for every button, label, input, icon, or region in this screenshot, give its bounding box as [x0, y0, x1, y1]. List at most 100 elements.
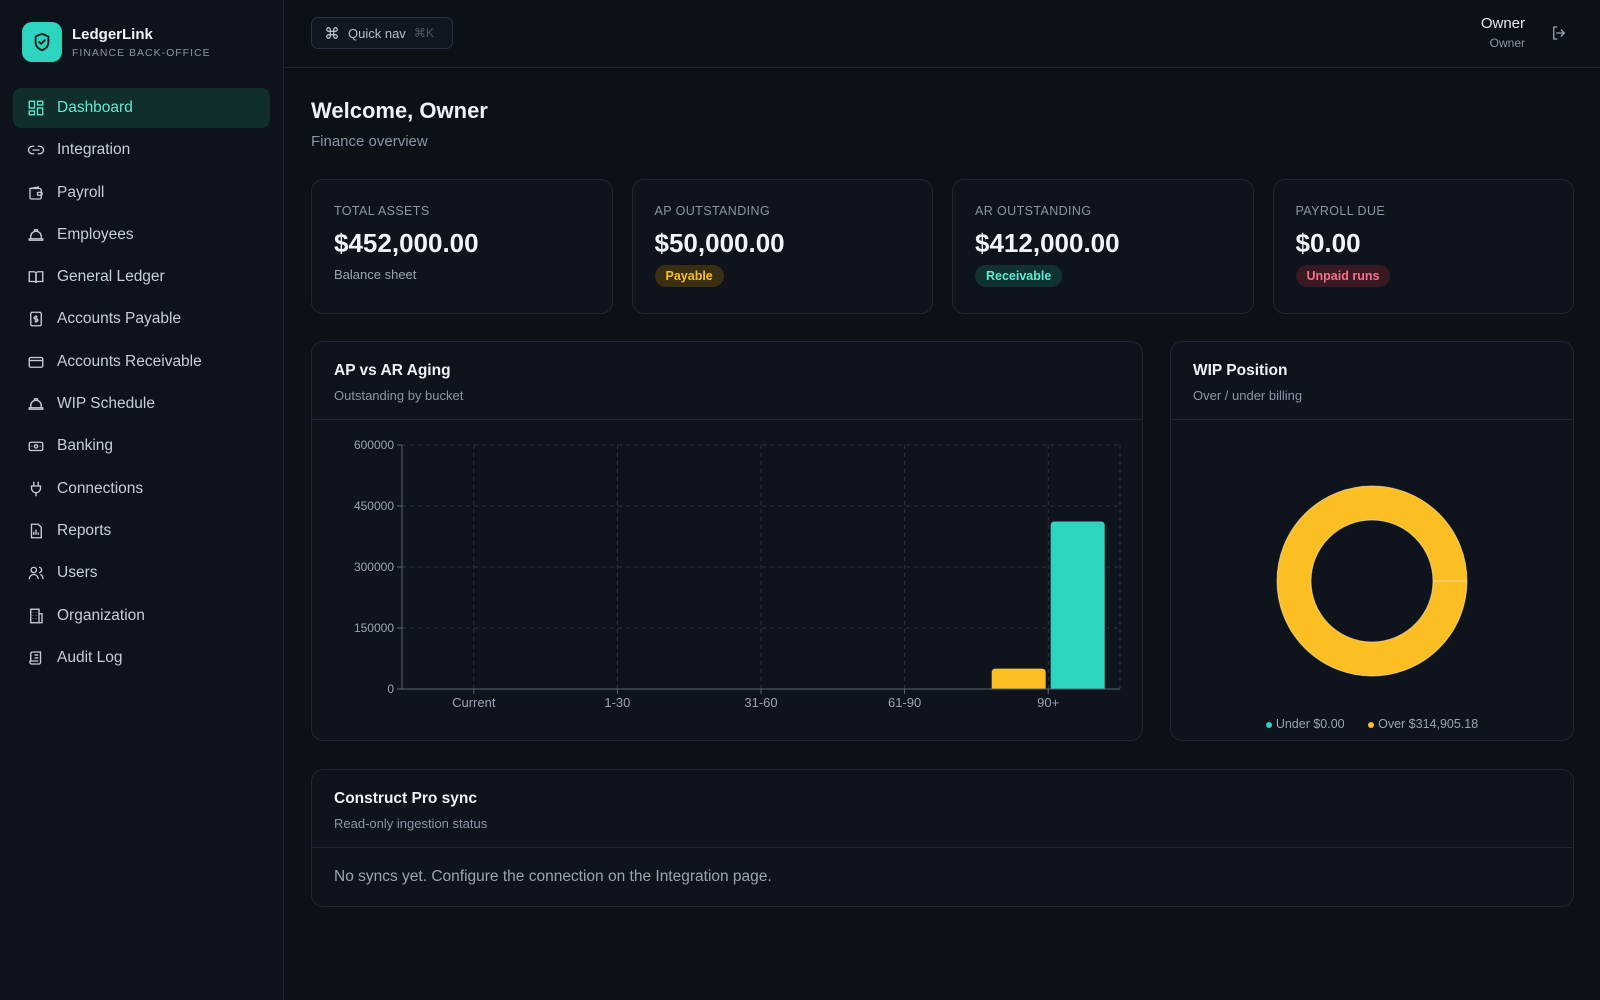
y-tick-label: 450000	[354, 499, 394, 513]
card-subtitle: Over / under billing	[1193, 388, 1303, 403]
y-tick-label: 0	[387, 682, 394, 696]
stat-value: $0.00	[1295, 228, 1361, 258]
stat-label: AR OUTSTANDING	[975, 204, 1092, 218]
scroll-icon	[29, 651, 42, 665]
sidebar-item-users[interactable]: Users	[13, 553, 270, 593]
user-role: Owner	[1489, 36, 1525, 50]
wallet-icon	[29, 185, 43, 200]
sidebar-item-label: Audit Log	[57, 648, 123, 666]
page-subtitle: Finance overview	[311, 133, 428, 150]
sidebar-item-reports[interactable]: Reports	[13, 511, 270, 551]
legend-dot	[1265, 721, 1272, 728]
sync-message: No syncs yet. Configure the connection o…	[334, 868, 772, 885]
sidebar: LedgerLink FINANCE BACK-OFFICE Dashboard…	[0, 0, 284, 1000]
card-title: Construct Pro sync	[334, 790, 477, 807]
stat-card-ap-outstanding: AP OUTSTANDING $50,000.00 Payable	[631, 179, 933, 314]
sidebar-item-label: Payroll	[57, 183, 105, 201]
plug-icon	[30, 481, 42, 497]
legend-dot	[1368, 721, 1375, 728]
status-badge: Payable	[654, 265, 724, 287]
hard-hat-icon	[28, 228, 44, 241]
legend-over: Over $314,905.18	[1368, 717, 1478, 731]
sidebar-item-wip-schedule[interactable]: WIP Schedule	[13, 384, 270, 424]
main-content: Welcome, Owner Finance overview TOTAL AS…	[311, 68, 1574, 907]
command-icon	[326, 27, 338, 39]
bar	[991, 668, 1046, 689]
y-tick-label: 300000	[354, 560, 394, 574]
banknote-icon	[28, 441, 44, 452]
sidebar-item-label: Accounts Receivable	[57, 352, 202, 370]
file-chart-icon	[30, 523, 42, 539]
topbar: Quick nav ⌘K Owner Owner	[285, 0, 1600, 68]
stat-card-ar-outstanding: AR OUTSTANDING $412,000.00 Receivable	[952, 179, 1254, 314]
sidebar-item-label: Reports	[57, 521, 112, 539]
users-icon	[28, 566, 44, 580]
sidebar-item-label: WIP Schedule	[57, 395, 155, 413]
sidebar-item-connections[interactable]: Connections	[13, 469, 270, 509]
sidebar-item-organization[interactable]: Organization	[13, 596, 270, 636]
stat-value: $50,000.00	[654, 228, 785, 258]
stat-value: $452,000.00	[334, 228, 479, 258]
legend-under-label: Under $0.00	[1275, 717, 1345, 731]
hard-hat-icon	[28, 398, 44, 411]
book-icon	[28, 271, 44, 284]
sidebar-item-banking[interactable]: Banking	[13, 426, 270, 466]
card-title: WIP Position	[1193, 362, 1288, 379]
sidebar-nav: Dashboard Integration Payroll Employees …	[13, 88, 270, 680]
sidebar-item-label: Employees	[57, 225, 134, 243]
x-tick-label: Current	[452, 695, 496, 710]
sidebar-item-label: Banking	[57, 437, 114, 455]
bar	[1050, 521, 1105, 689]
stat-card-total-assets: TOTAL ASSETS $452,000.00 Balance sheet	[311, 179, 613, 314]
app-name: LedgerLink	[72, 25, 153, 43]
status-badge: Receivable	[975, 265, 1063, 287]
sidebar-item-label: Connections	[57, 479, 144, 497]
sidebar-item-employees[interactable]: Employees	[13, 215, 270, 255]
stat-label: PAYROLL DUE	[1295, 204, 1386, 218]
sidebar-item-dashboard[interactable]: Dashboard	[13, 88, 270, 128]
quick-nav-button[interactable]: Quick nav ⌘K	[311, 17, 453, 49]
logout-button[interactable]	[1550, 24, 1568, 47]
stat-cards: TOTAL ASSETS $452,000.00 Balance sheet A…	[311, 179, 1574, 314]
user-name: Owner	[1480, 15, 1525, 32]
card-subtitle: Read-only ingestion status	[334, 816, 488, 831]
x-tick-label: 1-30	[604, 695, 630, 710]
sidebar-item-label: Users	[57, 564, 98, 582]
wip-position-card: WIP Position Over / under billing Under …	[1170, 341, 1574, 741]
sidebar-item-audit-log[interactable]: Audit Log	[13, 638, 270, 678]
donut-outline	[1310, 519, 1434, 643]
stat-label: TOTAL ASSETS	[334, 204, 430, 218]
dashboard-icon	[28, 100, 44, 116]
link-icon	[27, 145, 45, 155]
card-subtitle: Outstanding by bucket	[334, 388, 464, 403]
brand[interactable]: LedgerLink FINANCE BACK-OFFICE	[22, 22, 211, 62]
stat-value: $412,000.00	[975, 228, 1120, 258]
sidebar-item-label: Accounts Payable	[57, 310, 182, 328]
donut-slice	[1277, 486, 1467, 676]
x-tick-label: 31-60	[744, 695, 777, 710]
app-subtitle: FINANCE BACK-OFFICE	[72, 46, 211, 59]
logout-icon	[1553, 26, 1565, 40]
status-badge: Unpaid runs	[1295, 265, 1391, 287]
sidebar-item-payroll[interactable]: Payroll	[13, 173, 270, 213]
sidebar-item-accounts-payable[interactable]: Accounts Payable	[13, 299, 270, 339]
x-tick-label: 61-90	[888, 695, 921, 710]
legend-over-label: Over $314,905.18	[1378, 717, 1479, 731]
stat-card-payroll-due: PAYROLL DUE $0.00 Unpaid runs	[1272, 179, 1574, 314]
sidebar-item-label: Organization	[57, 606, 145, 624]
quick-nav-label: Quick nav	[348, 25, 406, 41]
sidebar-item-accounts-receivable[interactable]: Accounts Receivable	[13, 342, 270, 382]
stat-note: Balance sheet	[334, 267, 417, 282]
wip-donut-chart	[1276, 485, 1468, 677]
donut-legend: Under $0.00 Over $314,905.18	[1171, 717, 1573, 731]
legend-under: Under $0.00	[1265, 717, 1345, 731]
sidebar-item-label: Dashboard	[57, 99, 133, 116]
sidebar-item-general-ledger[interactable]: General Ledger	[13, 257, 270, 297]
sidebar-item-integration[interactable]: Integration	[13, 130, 270, 170]
sidebar-item-label: Integration	[57, 141, 131, 159]
sync-status-card: Construct Pro sync Read-only ingestion s…	[311, 769, 1574, 907]
receipt-dollar-icon	[30, 312, 42, 327]
user-menu[interactable]: Owner Owner	[1481, 15, 1525, 50]
sidebar-item-label: General Ledger	[57, 268, 165, 286]
building-icon	[30, 608, 43, 623]
